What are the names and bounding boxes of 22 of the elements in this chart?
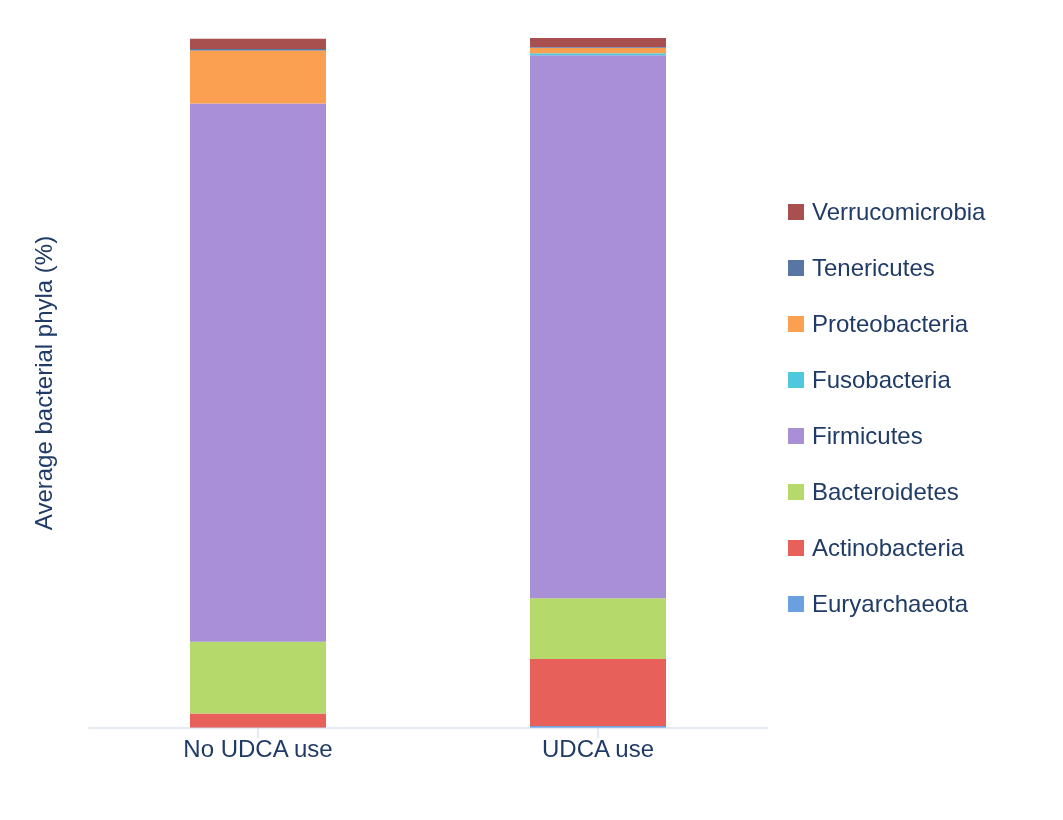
bar — [190, 50, 326, 104]
legend-label: Verrucomicrobia — [812, 198, 986, 226]
bar — [190, 641, 326, 714]
x-tick-label: No UDCA use — [183, 735, 333, 763]
y-axis-title: Average bacterial phyla (%) — [29, 235, 57, 531]
legend-label: Fusobacteria — [812, 366, 951, 394]
bar — [190, 38, 326, 50]
legend-label: Proteobacteria — [812, 310, 969, 338]
legend-label: Tenericutes — [812, 254, 935, 282]
bar — [530, 55, 666, 599]
x-tick-label: UDCA use — [541, 735, 655, 763]
bar — [190, 713, 326, 728]
legend-label: Bacteroidetes — [812, 478, 959, 506]
bar — [530, 38, 666, 47]
bar — [530, 659, 666, 726]
bar — [530, 47, 666, 54]
bar — [190, 103, 326, 642]
legend-label: Firmicutes — [812, 422, 923, 450]
bar — [530, 53, 666, 56]
legend-label: Euryarchaeota — [812, 590, 969, 618]
bar — [530, 598, 666, 659]
legend-label: Actinobacteria — [812, 534, 965, 562]
